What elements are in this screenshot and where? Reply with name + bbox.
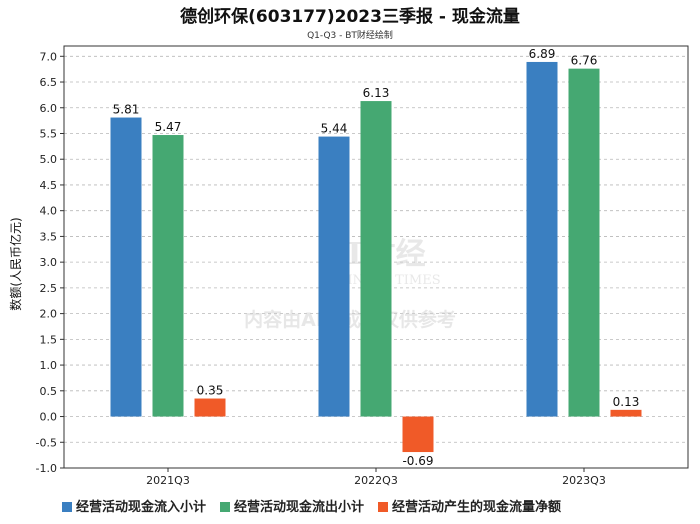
y-tick-label: 2.0 <box>40 308 58 321</box>
y-tick-label: 5.5 <box>40 127 58 140</box>
legend-swatch-3 <box>378 502 388 512</box>
y-tick-label: 1.5 <box>40 333 58 346</box>
legend-swatch-1 <box>62 502 72 512</box>
legend: 经营活动现金流入小计 经营活动现金流出小计 经营活动产生的现金流量净额 <box>62 499 561 515</box>
data-label: 0.13 <box>613 395 640 409</box>
x-tick-label: 2022Q3 <box>354 474 398 487</box>
data-label: 6.89 <box>529 47 556 61</box>
watermark: BT财经 BUSINESS TIMES 内容由AI生成，仅供参考 <box>244 237 456 331</box>
y-tick-label: 6.0 <box>40 102 58 115</box>
bar-2023Q3-s2 <box>568 68 600 417</box>
legend-label-2: 经营活动现金流出小计 <box>234 499 364 515</box>
legend-swatch-2 <box>220 502 230 512</box>
bars: 5.81 5.47 0.35 5.44 6.13 -0.69 6.89 6.76 0.13 <box>110 47 642 468</box>
data-label: 5.47 <box>155 120 182 134</box>
y-tick-label: 4.0 <box>40 205 58 218</box>
watermark-notice: 内容由AI生成，仅供参考 <box>244 308 456 331</box>
bar-2023Q3-s3 <box>610 409 642 417</box>
bar-2022Q3-s2 <box>360 101 392 417</box>
y-tick-label: 4.5 <box>40 179 58 192</box>
bar-2022Q3-s1 <box>318 136 350 417</box>
x-tick-label: 2023Q3 <box>562 474 606 487</box>
y-tick-label: -0.5 <box>36 436 57 449</box>
x-tick-label: 2021Q3 <box>146 474 190 487</box>
data-label: 6.76 <box>571 54 598 68</box>
y-tick-label: 0.5 <box>40 385 58 398</box>
y-tick-label: 1.0 <box>40 359 58 372</box>
y-tick-label: 3.5 <box>40 230 58 243</box>
data-label: 6.13 <box>363 86 390 100</box>
bar-2021Q3-s2 <box>152 135 184 417</box>
chart-subtitle: Q1-Q3 - BT财经绘制 <box>307 29 393 41</box>
bar-2021Q3-s3 <box>194 398 226 417</box>
data-label: -0.69 <box>402 454 433 468</box>
data-label: 5.81 <box>113 103 140 117</box>
axes: -1.0 -0.5 0.0 0.5 1.0 1.5 2.0 2.5 3.0 3.5 4.0 4.5 5.… <box>36 45 689 487</box>
bar-2022Q3-s3 <box>402 416 434 453</box>
y-tick-label: 7.0 <box>40 50 58 63</box>
y-axis-label: 数额(人民币亿元) <box>8 217 23 310</box>
y-tick-label: 2.5 <box>40 282 58 295</box>
y-tick-label: -1.0 <box>36 462 57 475</box>
y-tick-label: 5.0 <box>40 153 58 166</box>
y-tick-label: 0.0 <box>40 411 58 424</box>
bar-2023Q3-s1 <box>526 61 558 417</box>
legend-label-3: 经营活动产生的现金流量净额 <box>392 499 561 515</box>
chart-title: 德创环保(603177)2023三季报 - 现金流量 <box>180 6 520 27</box>
data-label: 5.44 <box>321 122 348 136</box>
legend-label-1: 经营活动现金流入小计 <box>76 499 206 515</box>
data-label: 0.35 <box>197 384 224 398</box>
bar-2021Q3-s1 <box>110 117 142 417</box>
y-tick-label: 3.0 <box>40 256 58 269</box>
y-tick-label: 6.5 <box>40 76 58 89</box>
